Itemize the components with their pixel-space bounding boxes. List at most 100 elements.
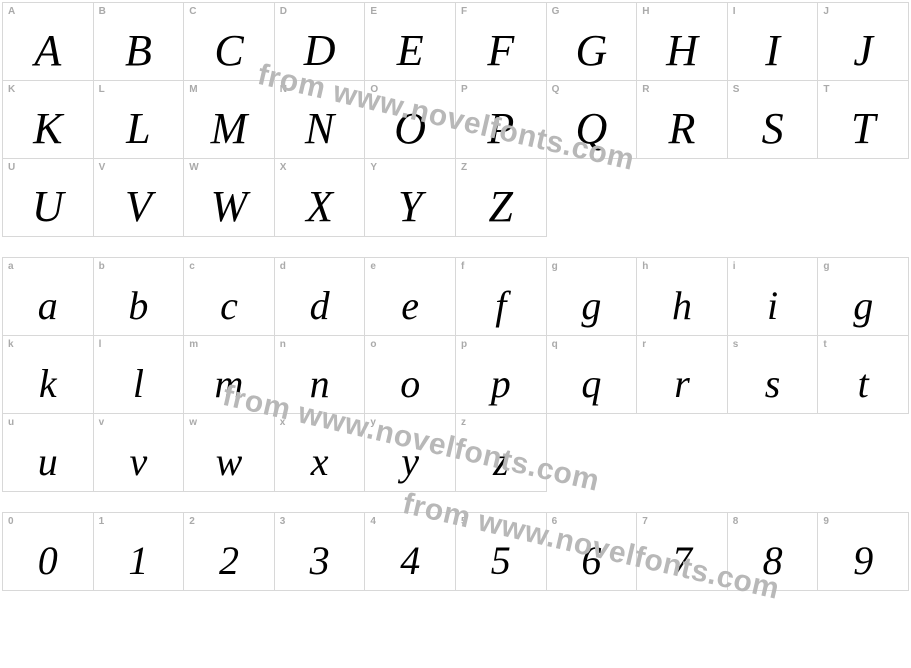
glyph-cell: 44 bbox=[365, 513, 456, 591]
cell-label: 6 bbox=[552, 516, 558, 527]
cell-label: 7 bbox=[642, 516, 648, 527]
glyph-cell: GG bbox=[547, 3, 638, 81]
glyph-cell: ZZ bbox=[456, 159, 547, 237]
cell-label: O bbox=[370, 84, 378, 95]
cell-glyph: r bbox=[637, 354, 727, 413]
cell-glyph: 8 bbox=[728, 531, 818, 590]
glyph-cell: hh bbox=[637, 258, 728, 336]
cell-label: u bbox=[8, 417, 14, 428]
cell-glyph: J bbox=[818, 21, 908, 80]
glyph-cell: CC bbox=[184, 3, 275, 81]
section-digits: 00112233445566778899 bbox=[2, 512, 909, 591]
cell-label: M bbox=[189, 84, 197, 95]
cell-label: g bbox=[823, 261, 829, 272]
glyph-cell: 88 bbox=[728, 513, 819, 591]
cell-label: n bbox=[280, 339, 286, 350]
cell-label: X bbox=[280, 162, 287, 173]
cell-label: r bbox=[642, 339, 646, 350]
glyph-cell: kk bbox=[3, 336, 94, 414]
cell-label: e bbox=[370, 261, 376, 272]
cell-glyph: Y bbox=[365, 177, 455, 236]
glyph-cell: tt bbox=[818, 336, 909, 414]
cell-label: 1 bbox=[99, 516, 105, 527]
cell-label: Q bbox=[552, 84, 560, 95]
cell-label: k bbox=[8, 339, 14, 350]
cell-label: 9 bbox=[823, 516, 829, 527]
glyph-cell: dd bbox=[275, 258, 366, 336]
cell-glyph: N bbox=[275, 99, 365, 158]
cell-glyph: e bbox=[365, 276, 455, 335]
cell-label: i bbox=[733, 261, 736, 272]
cell-glyph: c bbox=[184, 276, 274, 335]
glyph-cell: VV bbox=[94, 159, 185, 237]
cell-label: Z bbox=[461, 162, 467, 173]
cell-glyph: n bbox=[275, 354, 365, 413]
glyph-cell: ii bbox=[728, 258, 819, 336]
cell-glyph: 9 bbox=[818, 531, 908, 590]
cell-glyph: o bbox=[365, 354, 455, 413]
glyph-cell: yy bbox=[365, 414, 456, 492]
glyph-cell: AA bbox=[3, 3, 94, 81]
glyph-cell: 33 bbox=[275, 513, 366, 591]
cell-glyph: 2 bbox=[184, 531, 274, 590]
cell-label: p bbox=[461, 339, 467, 350]
glyph-cell: YY bbox=[365, 159, 456, 237]
glyph-cell: pp bbox=[456, 336, 547, 414]
glyph-cell: RR bbox=[637, 81, 728, 159]
cell-label: E bbox=[370, 6, 377, 17]
glyph-cell: 55 bbox=[456, 513, 547, 591]
glyph-cell: zz bbox=[456, 414, 547, 492]
cell-glyph: Z bbox=[456, 177, 546, 236]
cell-glyph: s bbox=[728, 354, 818, 413]
cell-glyph: i bbox=[728, 276, 818, 335]
glyph-cell: HH bbox=[637, 3, 728, 81]
cell-glyph: K bbox=[3, 99, 93, 158]
cell-glyph: 4 bbox=[365, 531, 455, 590]
cell-label: g bbox=[552, 261, 558, 272]
cell-glyph: R bbox=[637, 99, 727, 158]
cell-label: w bbox=[189, 417, 197, 428]
cell-label: F bbox=[461, 6, 467, 17]
glyph-cell: rr bbox=[637, 336, 728, 414]
cell-label: B bbox=[99, 6, 106, 17]
cell-glyph: O bbox=[365, 99, 455, 158]
cell-label: R bbox=[642, 84, 649, 95]
section-uppercase: from www.novelfonts.comAABBCCDDEEFFGGHHI… bbox=[2, 2, 909, 237]
cell-label: h bbox=[642, 261, 648, 272]
glyph-cell: FF bbox=[456, 3, 547, 81]
cell-glyph: X bbox=[275, 177, 365, 236]
glyph-cell: ff bbox=[456, 258, 547, 336]
glyph-grid-lowercase: aabbccddeeffgghhiiggkkllmmnnooppqqrrsstt… bbox=[2, 257, 909, 492]
font-character-map: from www.novelfonts.comAABBCCDDEEFFGGHHI… bbox=[2, 2, 909, 591]
glyph-cell: UU bbox=[3, 159, 94, 237]
cell-glyph: h bbox=[637, 276, 727, 335]
cell-label: b bbox=[99, 261, 105, 272]
cell-label: z bbox=[461, 417, 466, 428]
cell-glyph: H bbox=[637, 21, 727, 80]
glyph-cell: WW bbox=[184, 159, 275, 237]
cell-label: t bbox=[823, 339, 826, 350]
cell-label: c bbox=[189, 261, 195, 272]
cell-label: 4 bbox=[370, 516, 376, 527]
glyph-cell: gg bbox=[547, 258, 638, 336]
glyph-cell: 66 bbox=[547, 513, 638, 591]
cell-label: G bbox=[552, 6, 560, 17]
cell-label: D bbox=[280, 6, 287, 17]
cell-label: K bbox=[8, 84, 15, 95]
cell-glyph: q bbox=[547, 354, 637, 413]
cell-glyph: D bbox=[275, 21, 365, 80]
cell-label: S bbox=[733, 84, 740, 95]
cell-glyph: l bbox=[94, 354, 184, 413]
cell-glyph: L bbox=[94, 99, 184, 158]
cell-glyph: t bbox=[818, 354, 908, 413]
cell-glyph: w bbox=[184, 432, 274, 491]
glyph-cell: EE bbox=[365, 3, 456, 81]
cell-glyph: T bbox=[818, 99, 908, 158]
glyph-cell: OO bbox=[365, 81, 456, 159]
glyph-cell: KK bbox=[3, 81, 94, 159]
glyph-cell: 77 bbox=[637, 513, 728, 591]
cell-label: x bbox=[280, 417, 286, 428]
cell-label: W bbox=[189, 162, 198, 173]
glyph-cell: 22 bbox=[184, 513, 275, 591]
cell-label: v bbox=[99, 417, 105, 428]
